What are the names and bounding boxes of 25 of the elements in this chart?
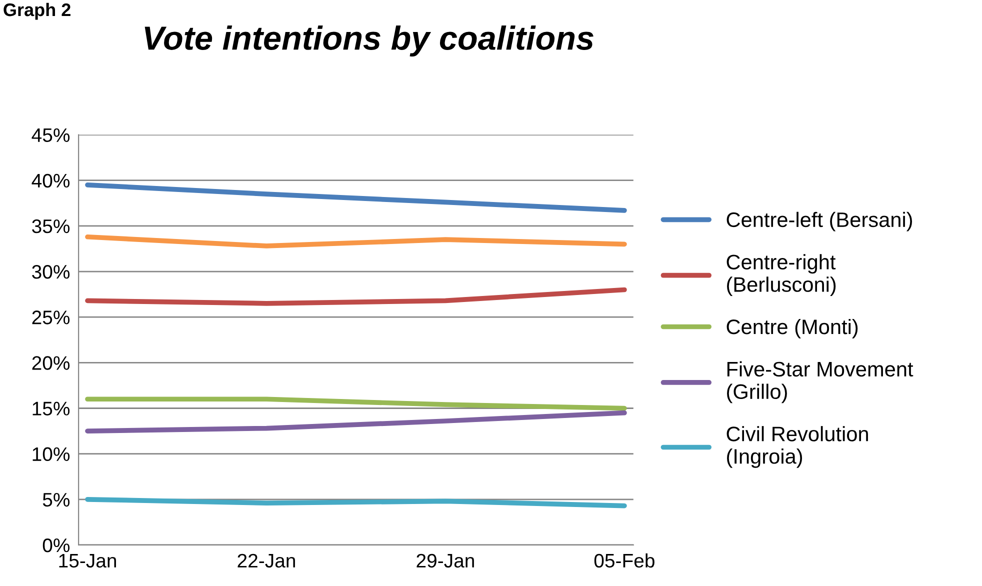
legend-label: Centre-right (Berlusconi): [726, 254, 836, 296]
chart-title: Vote intentions by coalitions: [144, 25, 594, 57]
y-tick-label: 45%: [32, 128, 70, 142]
y-tick-label: 40%: [32, 174, 70, 188]
x-tick-label: 15-Jan: [59, 554, 116, 568]
legend-label: Centre (Monti): [726, 318, 858, 338]
y-tick-label: 30%: [32, 264, 70, 279]
x-tick-label: 05-Feb: [594, 553, 654, 568]
x-tick-label: 29-Jan: [416, 554, 474, 568]
line-series: [85, 410, 627, 434]
y-tick-label: 20%: [32, 356, 70, 370]
y-tick-label: 35%: [32, 219, 70, 234]
y-tick-label: 5%: [42, 492, 70, 507]
caption: Graph 2: [4, 2, 70, 20]
line-series: [85, 234, 627, 248]
line-series: [85, 182, 627, 213]
y-tick-label: 10%: [32, 447, 70, 462]
x-tick-label: 22-Jan: [238, 554, 295, 568]
legend-label: Civil Revolution (Ingroia): [726, 426, 868, 468]
legend-label: Centre-left (Bersani): [726, 212, 912, 232]
y-tick-label: 25%: [32, 310, 70, 324]
y-tick-label: 15%: [32, 402, 70, 416]
legend-label: Five-Star Movement (Grillo): [727, 361, 914, 404]
line-series: [85, 496, 627, 508]
y-tick-label: 0%: [42, 538, 70, 552]
